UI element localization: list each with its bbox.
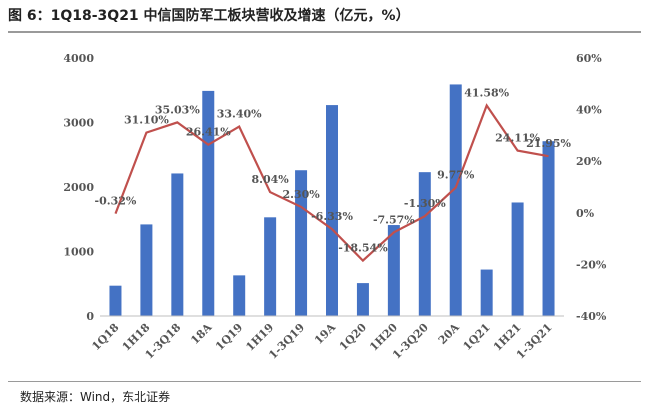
growth-data-label: 33.40% — [217, 108, 262, 121]
growth-data-label: 21.95% — [526, 137, 571, 150]
left-tick-label: 4000 — [63, 52, 94, 65]
footer-rule — [8, 381, 641, 382]
growth-data-label: 2.30% — [282, 188, 320, 201]
revenue-bar — [140, 224, 153, 316]
revenue-bar — [171, 173, 184, 316]
growth-data-label: 35.03% — [155, 103, 200, 116]
source-note: 数据来源：Wind，东北证券 — [20, 390, 171, 404]
x-tick-label: 18A — [188, 321, 214, 347]
right-tick-label: 0% — [576, 207, 595, 220]
growth-labels: -0.32% 31.10%35.03% 26.41% 33.40% 8.04% 2.30%… — [95, 87, 572, 255]
growth-data-label: -1.30% — [404, 197, 446, 210]
growth-data-label: 41.58% — [464, 87, 509, 100]
x-tick-label: 1Q20 — [337, 321, 369, 353]
x-tick-label: 1Q18 — [89, 321, 121, 353]
revenue-bar — [202, 90, 215, 317]
x-tick-label: 1Q19 — [213, 321, 245, 353]
x-tick-label: 20A — [436, 321, 462, 347]
revenue-bar — [356, 283, 369, 316]
title-rule — [8, 31, 641, 33]
revenue-bar — [449, 84, 462, 316]
revenue-bar — [233, 275, 246, 316]
right-tick-label: -40% — [576, 310, 607, 323]
chart-title: 图 6：1Q18-3Q21 中信国防军工板块营收及增速（亿元，%） — [8, 8, 410, 24]
revenue-bar — [511, 202, 524, 316]
growth-data-label: 9.77% — [437, 169, 475, 182]
left-tick-label: 1000 — [63, 246, 94, 259]
revenue-bars — [109, 84, 555, 317]
right-tick-label: -20% — [576, 258, 607, 271]
revenue-bar — [542, 141, 555, 316]
growth-data-label: 26.41% — [186, 126, 231, 139]
left-tick-label: 2000 — [63, 181, 94, 194]
revenue-bar — [264, 217, 277, 316]
revenue-bar — [480, 269, 493, 316]
right-tick-label: 60% — [576, 52, 602, 65]
left-tick-label: 0 — [86, 310, 94, 323]
right-tick-label: 40% — [576, 104, 602, 117]
x-tick-label: 1Q21 — [461, 321, 493, 353]
left-axis-ticks: 0 1000 2000 3000 4000 — [63, 52, 94, 323]
revenue-bar — [326, 105, 338, 317]
growth-data-label: -6.33% — [311, 210, 353, 223]
x-tick-label: 19A — [312, 321, 338, 347]
right-axis-ticks: -40% -20% 0% 20% 40% 60% — [576, 52, 607, 323]
growth-data-label: -0.32% — [95, 195, 137, 208]
revenue-bar — [418, 172, 431, 316]
growth-data-label: 8.04% — [252, 173, 290, 186]
growth-data-label: -7.57% — [373, 213, 415, 226]
revenue-bar — [109, 285, 122, 316]
growth-line — [114, 103, 549, 263]
right-tick-label: 20% — [576, 155, 602, 168]
growth-data-label: -18.54% — [338, 242, 388, 255]
growth-data-label: 24.11% — [495, 132, 540, 145]
revenue-bar — [295, 170, 308, 316]
left-tick-label: 3000 — [63, 117, 94, 130]
growth-data-label: 31.10% — [124, 114, 169, 127]
revenue-bar — [387, 225, 400, 316]
